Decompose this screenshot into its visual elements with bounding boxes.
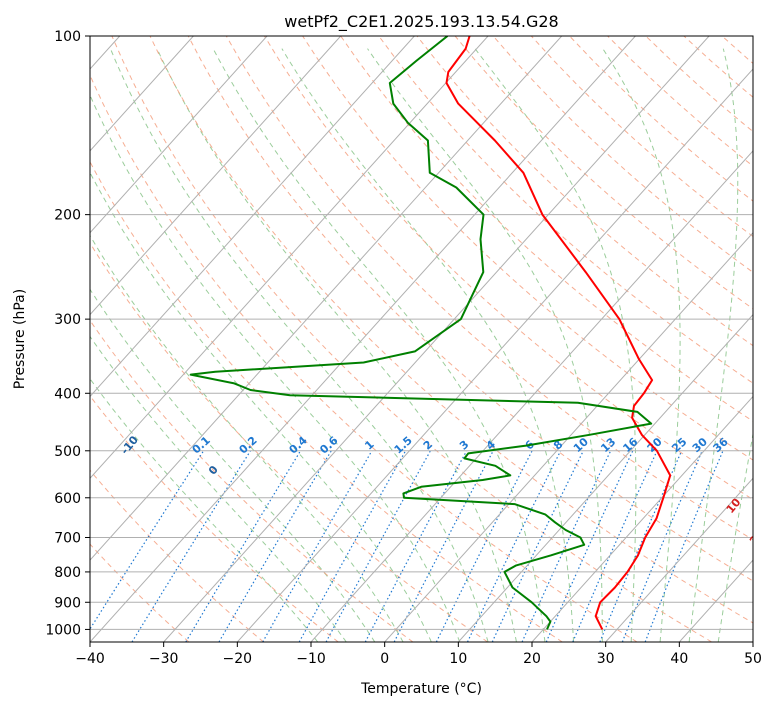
moist-adiabat-line <box>474 48 637 642</box>
y-tick-label: 900 <box>54 595 81 611</box>
isotherm-line <box>384 231 753 642</box>
moist-adiabat-line <box>156 48 517 642</box>
moist-adiabat-line <box>212 48 546 642</box>
mixing-ratio-line <box>621 450 703 642</box>
x-tick-label: −10 <box>296 651 326 667</box>
dry-adiabat-line <box>263 36 753 501</box>
isotherm-line <box>457 313 753 642</box>
y-tick-label: 700 <box>54 531 81 547</box>
chart-title: wetPf2_C2E1.2025.193.13.54.G28 <box>284 12 558 32</box>
plot-area: -100-90-80-70-60-50-40-30-20-100 1020304… <box>90 36 767 642</box>
moist-adiabat-line <box>90 335 347 642</box>
mixing-ratio-line <box>325 450 431 642</box>
plot-frame <box>89 35 754 643</box>
moist-adiabat-line <box>281 48 575 642</box>
dry-adiabat-line <box>90 469 264 642</box>
mixing-ratio-line <box>572 450 658 642</box>
x-tick-label: 0 <box>380 651 389 667</box>
x-tick-label: 30 <box>597 651 615 667</box>
x-tick-label: 20 <box>523 651 541 667</box>
y-axis-label: Pressure (hPa) <box>12 289 28 389</box>
y-tick-label: 400 <box>54 386 81 402</box>
isotherm-line <box>310 150 753 642</box>
moist-adiabat-line <box>90 171 432 642</box>
y-tick-label: 300 <box>54 312 81 328</box>
x-tick-label: 10 <box>449 651 467 667</box>
isotherm-line <box>90 36 415 398</box>
dry-adiabat-line <box>302 36 753 461</box>
isotherm-line <box>605 477 753 642</box>
isotherm-line <box>531 395 753 642</box>
moist-adiabat-line <box>90 377 319 642</box>
moist-adiabat-line <box>602 48 681 642</box>
mixing-ratio-line <box>466 450 562 642</box>
x-axis: −40 −30 −20 −10 0 10 20 30 40 50 <box>75 642 762 667</box>
x-tick-label: −40 <box>75 651 105 667</box>
temperature-profile-line <box>445 36 672 630</box>
moist-adiabat-label: 20 <box>747 527 767 547</box>
y-tick-label: 1000 <box>45 622 81 638</box>
moist-adiabat-line <box>717 431 753 642</box>
x-tick-label: −20 <box>223 651 253 667</box>
mixing-ratio-line <box>364 450 468 642</box>
x-tick-label: 40 <box>670 651 688 667</box>
dry-adiabat-line <box>111 36 712 642</box>
y-tick-label: 600 <box>54 491 81 507</box>
dry-adiabat-line <box>187 36 753 582</box>
x-axis-label: Temperature (°C) <box>360 681 482 697</box>
isotherm-line <box>163 36 710 642</box>
dry-adiabat-line <box>90 160 563 642</box>
y-tick-label: 200 <box>54 208 81 224</box>
y-axis: 100 200 300 400 500 600 700 800 900 1000 <box>45 29 90 638</box>
y-tick-label: 500 <box>54 444 81 460</box>
dry-adiabat-line <box>416 36 753 347</box>
dry-adiabat-line <box>225 36 753 541</box>
mixing-ratio-line <box>185 450 302 642</box>
x-tick-label: −30 <box>149 651 179 667</box>
isotherm-line <box>90 36 636 642</box>
x-tick-label: 50 <box>744 651 762 667</box>
dewpoint-profile-line <box>189 36 653 630</box>
isotherm-line <box>90 36 342 316</box>
mixing-ratio-line <box>298 450 407 642</box>
y-tick-label: 100 <box>54 29 81 45</box>
dry-adiabat-line <box>378 36 753 384</box>
isotherm-line <box>90 36 563 561</box>
moist-adiabat-line <box>90 94 461 642</box>
dry-adiabat-line <box>90 73 638 642</box>
moist-adiabat-line <box>109 48 489 642</box>
isotherm-line <box>90 36 268 234</box>
moist-adiabat-line <box>688 48 739 642</box>
isotherm-line <box>236 68 753 642</box>
mixing-ratio-line <box>435 450 533 642</box>
isotherm-line <box>90 36 489 480</box>
dry-adiabat-line <box>90 242 488 642</box>
dry-adiabat-line <box>149 36 753 624</box>
isotherm-line <box>90 36 194 152</box>
mixing-ratio-line <box>90 450 205 631</box>
y-tick-label: 800 <box>54 565 81 581</box>
